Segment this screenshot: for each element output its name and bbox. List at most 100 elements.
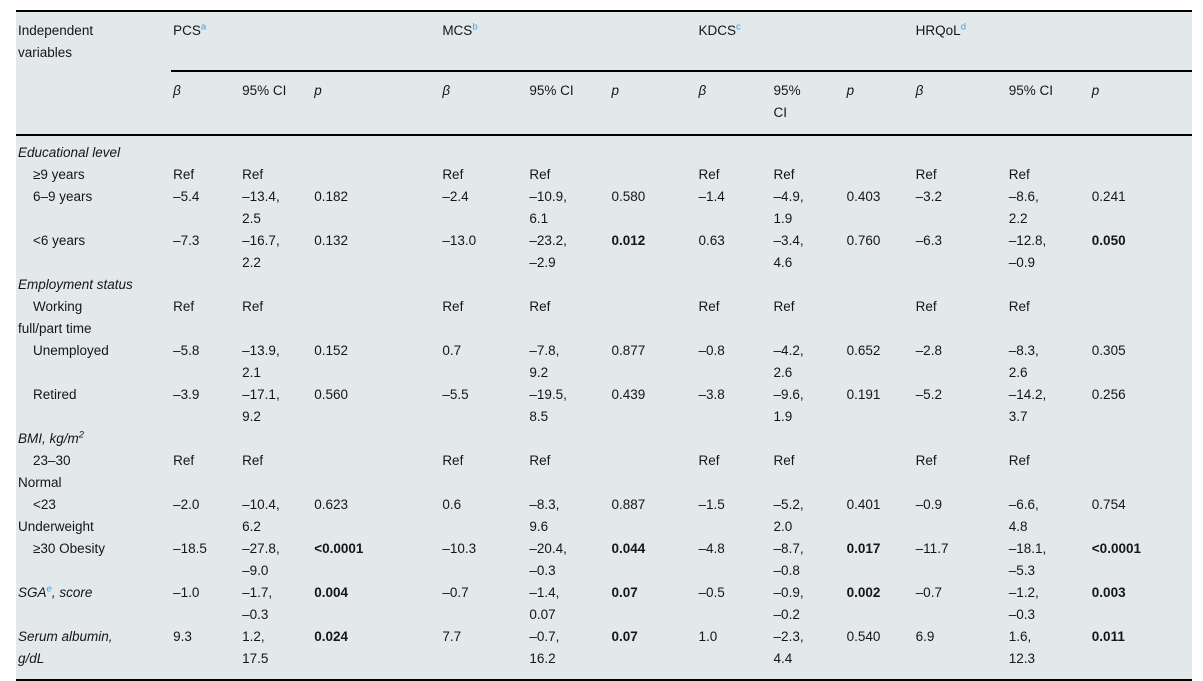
data-cell: 0.07: [611, 629, 638, 644]
regression-results-table: Independent variables PCSa MCSb KDCSc HR…: [16, 10, 1192, 681]
row-label-text: Educational level: [18, 145, 121, 160]
row-label-text: BMI, kg/m: [18, 431, 79, 446]
data-cell: [1090, 274, 1192, 296]
data-cell: Ref: [442, 453, 464, 468]
data-cell: [609, 450, 696, 494]
data-cell: –6.6, 4.8: [1008, 497, 1039, 534]
row-label-text: <23 Underweight: [18, 497, 94, 534]
row-label-text: Employment status: [18, 277, 133, 292]
row-label: <6 years: [16, 230, 171, 274]
col-header-ci-pcs: 95% CI: [240, 71, 313, 136]
col-header-beta-pcs: β: [171, 71, 241, 136]
data-cell: Ref: [173, 453, 195, 468]
data-cell: Ref: [529, 453, 551, 468]
data-cell: –1.4: [698, 189, 725, 204]
data-cell: –17.1, 9.2: [242, 387, 280, 424]
table-row: Working full/part time Ref Ref Ref Ref Ref Ref…: [16, 296, 1192, 340]
data-cell: 6.9: [915, 629, 935, 644]
table-row: BMI, kg/m2: [16, 428, 1192, 450]
row-label: Retired: [16, 384, 171, 428]
data-cell: [914, 428, 1007, 450]
data-cell: –3.9: [173, 387, 200, 402]
data-cell: Ref: [529, 167, 551, 182]
data-cell: <0.0001: [314, 541, 364, 556]
data-cell: 0.004: [314, 585, 348, 600]
data-cell: –6.3: [915, 233, 942, 248]
data-cell: 1.0: [698, 629, 718, 644]
group-header-hrqol: HRQoLd: [913, 11, 1192, 72]
data-cell: 0.002: [846, 585, 881, 600]
data-cell: 0.011: [1091, 629, 1125, 644]
group-header-row: Independent variables PCSa MCSb KDCSc HR…: [16, 11, 1192, 136]
data-cell: –20.4, –0.3: [529, 541, 567, 578]
col-header-ci-hrqol: 95% CI: [1006, 71, 1090, 136]
data-cell: [171, 135, 240, 164]
row-label-text: Retired: [33, 387, 77, 402]
data-cell: [845, 274, 914, 296]
table-row: <6 years –7.3 –16.7, 2.2 0.132 –13.0 –23.2, –…: [16, 230, 1192, 274]
data-cell: 0.256: [1091, 387, 1126, 402]
group-label-kdcs: KDCS: [698, 23, 737, 38]
data-cell: Ref: [773, 167, 795, 182]
data-cell: –19.5, 8.5: [529, 387, 567, 424]
row-label: ≥30 Obesity: [16, 538, 171, 582]
data-cell: –11.7: [915, 541, 949, 556]
table-row: Employment status: [16, 274, 1192, 296]
data-cell: 0.003: [1091, 585, 1126, 600]
row-label-text: ≥30 Obesity: [33, 541, 105, 556]
data-cell: 0.07: [611, 585, 638, 600]
data-cell: –5.2: [915, 387, 942, 402]
data-cell: –2.0: [173, 497, 200, 512]
data-cell: –10.9, 6.1: [529, 189, 567, 226]
data-cell: 0.152: [314, 343, 348, 358]
row-label: SGAe, score: [16, 582, 171, 626]
col-header-p-hrqol: p: [1089, 71, 1192, 136]
data-cell: 0.877: [611, 343, 646, 358]
table-row: 6–9 years –5.4 –13.4, 2.5 0.182 –2.4 –10.9, 6…: [16, 186, 1192, 230]
data-cell: 0.305: [1091, 343, 1126, 358]
row-label-text: , score: [51, 585, 93, 600]
data-cell: Ref: [698, 299, 720, 314]
row-label: Serum albumin, g/dL: [16, 626, 171, 680]
data-cell: [914, 135, 1007, 164]
data-cell: [312, 296, 440, 340]
data-cell: 0.044: [611, 541, 646, 556]
data-cell: –5.5: [442, 387, 469, 402]
data-cell: –23.2, –2.9: [529, 233, 567, 270]
data-cell: [1090, 428, 1192, 450]
col-header-ci-mcs: 95% CI: [527, 71, 610, 136]
data-cell: 0.754: [1091, 497, 1126, 512]
row-label: Working full/part time: [16, 296, 171, 340]
row-label: <23 Underweight: [16, 494, 171, 538]
data-cell: 0.050: [1091, 233, 1126, 248]
data-cell: 0.6: [442, 497, 462, 512]
data-cell: Ref: [1008, 453, 1030, 468]
row-label-text: Unemployed: [33, 343, 109, 358]
data-cell: [312, 164, 440, 186]
data-cell: –1.5: [698, 497, 725, 512]
data-cell: Ref: [242, 453, 264, 468]
data-cell: 0.241: [1091, 189, 1126, 204]
table-row: 23–30 Normal Ref Ref Ref Ref Ref Ref Ref Ref: [16, 450, 1192, 494]
table-row: Educational level: [16, 135, 1192, 164]
data-cell: [171, 428, 240, 450]
data-cell: Ref: [915, 299, 937, 314]
table-row: ≥30 Obesity –18.5 –27.8, –9.0 <0.0001 –10.3 –…: [16, 538, 1192, 582]
data-cell: [772, 274, 845, 296]
table-row: SGAe, score –1.0 –1.7, –0.3 0.004 –0.7 –1.4, …: [16, 582, 1192, 626]
data-cell: [609, 135, 696, 164]
data-cell: Ref: [915, 453, 937, 468]
data-cell: –1.4, 0.07: [529, 585, 560, 622]
table-row: <23 Underweight –2.0 –10.4, 6.2 0.623 0.6 –8.…: [16, 494, 1192, 538]
row-label: Unemployed: [16, 340, 171, 384]
data-cell: –14.2, 3.7: [1008, 387, 1047, 424]
data-cell: [697, 135, 772, 164]
data-cell: Ref: [698, 167, 720, 182]
data-cell: –0.9, –0.2: [773, 585, 804, 622]
data-cell: Ref: [1008, 299, 1030, 314]
row-label-text: Serum albumin, g/dL: [18, 629, 113, 666]
data-cell: [440, 135, 527, 164]
data-cell: [697, 274, 772, 296]
data-cell: –0.8: [698, 343, 725, 358]
row-label-text: ≥9 years: [33, 167, 85, 182]
